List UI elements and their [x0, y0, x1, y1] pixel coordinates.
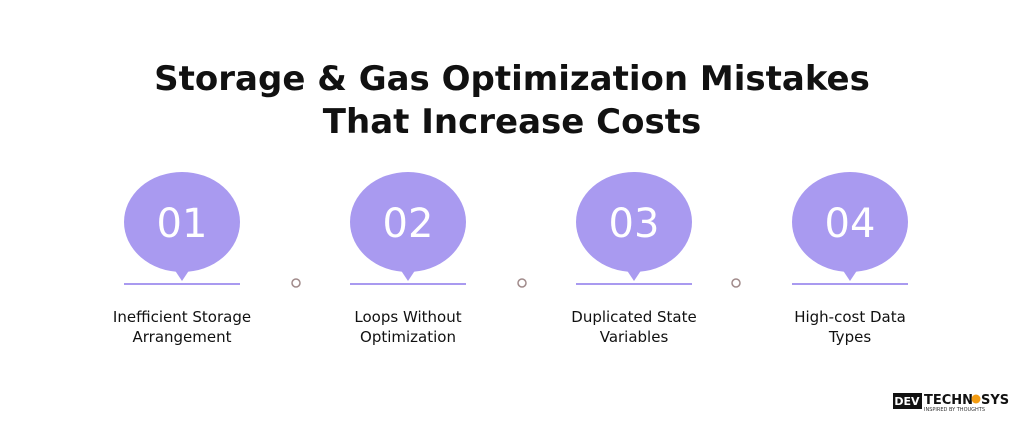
logo: DEV TECHN SYS INSPIRED BY THOUGHTS — [893, 393, 1009, 413]
logo-box — [893, 393, 922, 409]
step-label: Duplicated State — [571, 308, 696, 326]
connector-dot — [291, 278, 301, 288]
step-label: Arrangement — [132, 328, 231, 346]
step-number: 04 — [825, 201, 876, 247]
connector-dot — [731, 278, 741, 288]
step-label: Optimization — [360, 328, 456, 346]
step-label: Types — [828, 328, 871, 346]
logo-text: SYS — [981, 393, 1009, 408]
bubble — [350, 172, 466, 272]
logo-text: TECHN — [924, 393, 973, 408]
title: Storage & Gas Optimization Mistakes — [154, 59, 870, 99]
bubble — [576, 172, 692, 272]
logo-tagline: INSPIRED BY THOUGHTS — [924, 407, 985, 413]
bubble — [792, 172, 908, 272]
connector-dot — [517, 278, 527, 288]
step-number: 02 — [383, 201, 434, 247]
logo-dot — [971, 394, 981, 404]
title: That Increase Costs — [323, 102, 701, 142]
step-label: Inefficient Storage — [113, 308, 251, 326]
step-label: Variables — [600, 328, 669, 346]
bubble — [124, 172, 240, 272]
step-label: Loops Without — [354, 308, 461, 326]
logo-text: DEV — [894, 395, 920, 408]
step-number: 01 — [157, 201, 208, 247]
step-number: 03 — [609, 201, 660, 247]
step-label: High-cost Data — [794, 308, 906, 326]
